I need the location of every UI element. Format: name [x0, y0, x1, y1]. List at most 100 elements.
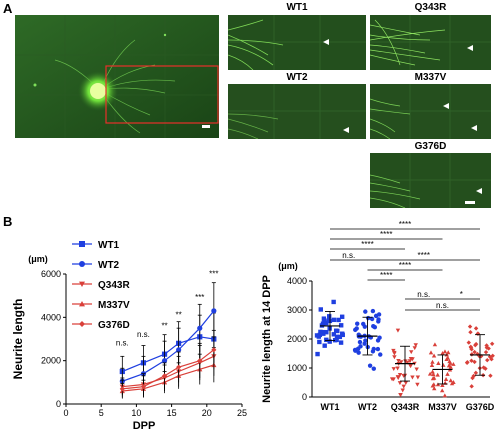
label-wt1: WT1 — [286, 2, 308, 13]
significance-label: ** — [176, 311, 182, 320]
scatter-point-wt2 — [355, 346, 361, 351]
scatter-point-wt1 — [318, 307, 323, 312]
legend-marker-m337v — [79, 301, 85, 307]
scatter-point-wt1 — [320, 329, 326, 335]
scatter-point-g376d — [469, 347, 474, 352]
scatter-point-g376d — [475, 331, 481, 336]
scatter-point-g376d — [487, 354, 493, 359]
scatter-point-wt1 — [327, 339, 332, 344]
scatter-point-m337v — [439, 388, 445, 393]
scatter-point-wt2 — [357, 339, 363, 345]
legend-marker-wt2 — [79, 261, 85, 267]
scatter-point-wt1 — [317, 339, 322, 345]
scatter-point-wt2 — [371, 323, 376, 329]
significance-label: ** — [161, 321, 167, 330]
scatter-point-wt2 — [367, 363, 373, 368]
scatter-point-wt2 — [376, 317, 381, 322]
scatter-point-wt2 — [354, 326, 359, 331]
scatter-point-q343r — [392, 355, 397, 360]
significance-label: *** — [195, 293, 204, 302]
micrograph-wt1-image — [228, 15, 366, 70]
right-x-category-label: WT1 — [321, 402, 340, 412]
micrograph-m337v — [370, 84, 491, 139]
scatter-point-q343r — [397, 381, 403, 386]
data-point-wt2 — [176, 347, 182, 353]
legend-marker-q343r — [79, 281, 85, 287]
neurite-length-14dpp-scatter: 0 1000 2000 3000 4000 (μm) Neurite length at 1… — [261, 220, 495, 412]
scatter-point-m337v — [446, 363, 452, 368]
scatter-point-g376d — [469, 358, 474, 363]
scatter-point-q343r — [395, 366, 400, 371]
right-y-tick-label: 0 — [302, 392, 307, 402]
scatter-point-wt1 — [333, 328, 339, 333]
scatter-point-wt2 — [356, 350, 361, 355]
right-x-category-label: G376D — [466, 402, 495, 412]
left-y-unit: (μm) — [28, 254, 48, 264]
significance-bracket-label: * — [460, 290, 463, 299]
scatter-point-q343r — [410, 375, 415, 380]
scatter-point-g376d — [469, 384, 474, 389]
scatter-point-wt1 — [318, 329, 323, 335]
scatter-point-g376d — [468, 330, 473, 335]
scatter-point-m337v — [430, 369, 435, 374]
scatter-point-g376d — [481, 365, 486, 370]
data-point-wt2 — [211, 308, 217, 314]
scatter-point-m337v — [445, 371, 450, 376]
scatter-point-m337v — [430, 383, 435, 388]
legend-label-wt1: WT1 — [98, 240, 120, 251]
left-chart-legend: WT1 WT2 Q343R M337V G376D — [72, 240, 130, 331]
scatter-point-wt1 — [324, 330, 329, 335]
right-y-axis-title: Neurite length at 14 DPP — [261, 275, 273, 403]
data-point-wt2 — [161, 358, 168, 364]
scatter-point-q343r — [395, 328, 401, 333]
scatter-point-q343r — [413, 343, 418, 348]
scatter-point-wt2 — [366, 315, 371, 321]
scatter-point-g376d — [488, 373, 493, 378]
scatter-point-g376d — [470, 375, 475, 381]
significance-bracket-label: n.s. — [436, 301, 449, 310]
scatter-point-wt2 — [370, 349, 376, 354]
scatter-point-m337v — [442, 349, 448, 354]
right-chart-marks — [314, 299, 495, 398]
scatter-point-g376d — [467, 324, 473, 329]
data-point-wt2 — [197, 325, 203, 331]
scatter-point-wt1 — [331, 332, 337, 337]
left-y-tick-label: 2000 — [41, 356, 61, 366]
scatter-point-wt2 — [371, 366, 376, 371]
scatter-point-m337v — [446, 350, 451, 355]
scatter-point-q343r — [405, 360, 410, 365]
scatter-point-m337v — [432, 342, 438, 347]
scatter-point-wt1 — [322, 343, 327, 348]
scatter-point-wt1 — [334, 337, 339, 343]
series-line-wt2 — [122, 310, 215, 382]
neurite-length-line-chart: 0 2000 4000 6000 0 5 10 15 20 25 (μm) Neurite lengt… — [11, 240, 247, 429]
right-y-unit: (μm) — [278, 261, 298, 271]
scatter-point-wt2 — [370, 308, 376, 314]
scatter-point-wt1 — [339, 314, 345, 319]
scatter-point-wt2 — [375, 346, 381, 352]
scatter-point-q343r — [408, 363, 413, 368]
scatter-point-m337v — [427, 371, 433, 376]
scatter-point-g376d — [489, 341, 495, 347]
scatter-point-m337v — [442, 393, 448, 398]
left-x-tick-label: 5 — [99, 408, 104, 418]
scatter-point-m337v — [430, 359, 435, 364]
legend-label-q343r: Q343R — [98, 280, 130, 291]
left-y-tick-label: 6000 — [41, 269, 61, 279]
label-m337v: M337V — [414, 72, 447, 83]
scatter-point-m337v — [441, 362, 446, 367]
legend-label-g376d: G376D — [98, 320, 130, 331]
scatter-point-q343r — [400, 388, 405, 393]
right-chart-axes: 0 1000 2000 3000 4000 (μm) Neurite length at 1… — [261, 261, 495, 412]
legend-marker-wt1 — [79, 241, 85, 247]
scatter-point-q343r — [391, 367, 396, 372]
scatter-point-wt1 — [338, 340, 344, 345]
scatter-point-g376d — [475, 351, 480, 357]
scatter-point-q343r — [407, 359, 413, 364]
scatter-point-m337v — [444, 352, 450, 357]
scatter-point-wt2 — [361, 321, 366, 327]
left-y-tick-label: 4000 — [41, 312, 61, 322]
left-x-tick-label: 20 — [202, 408, 212, 418]
label-wt2: WT2 — [286, 72, 308, 83]
scatter-point-wt1 — [324, 320, 329, 326]
